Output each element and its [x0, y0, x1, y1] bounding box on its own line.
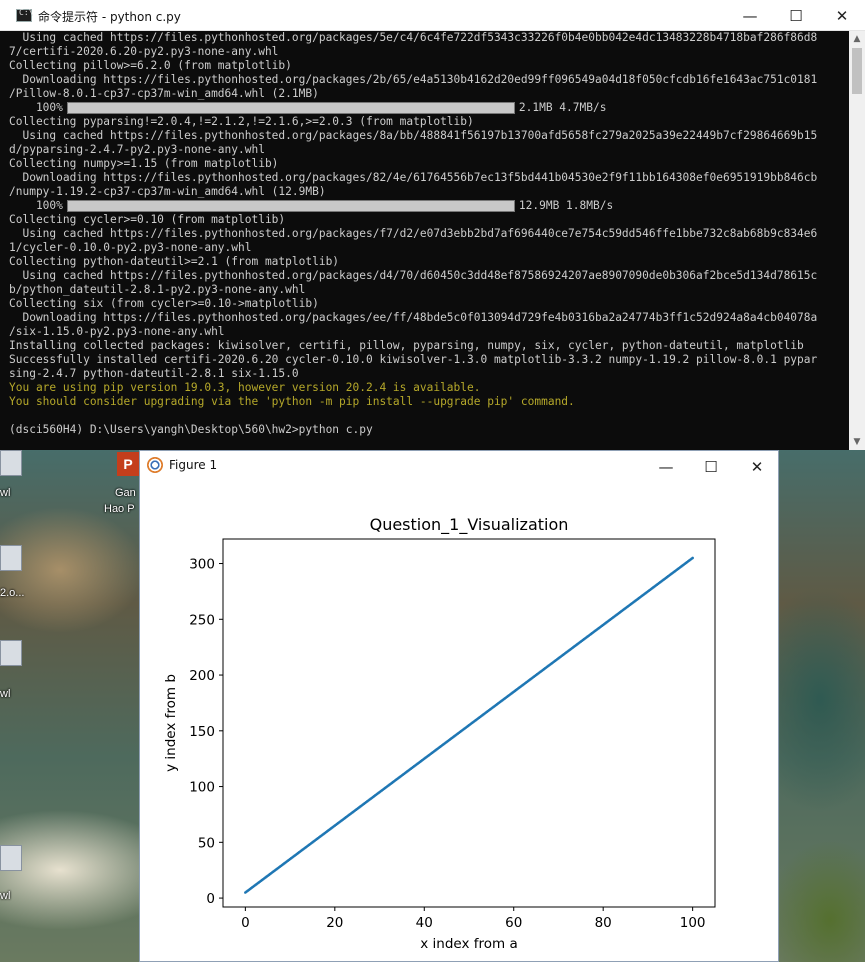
console-line: Collecting pillow>=6.2.0 (from matplotli…: [9, 59, 292, 72]
console-line: d/pyparsing-2.4.7-py2.py3-none-any.whl: [9, 143, 265, 156]
console-line: Downloading https://files.pythonhosted.o…: [9, 171, 818, 184]
figure-window-title: Figure 1: [169, 458, 218, 472]
console-line: Using cached https://files.pythonhosted.…: [9, 227, 818, 240]
y-tick-label: 50: [198, 835, 215, 851]
console-line: /six-1.15.0-py2.py3-none-any.whl: [9, 325, 225, 338]
scrollbar-thumb[interactable]: [852, 48, 862, 94]
console-line: [9, 409, 849, 423]
desktop-icon-label: Gan: [115, 487, 136, 499]
console-line: Downloading https://files.pythonhosted.o…: [9, 73, 818, 86]
console-line: Collecting six (from cycler>=0.10->matpl…: [9, 297, 319, 310]
console-progress-line: 100% 2.1MB 4.7MB/s: [9, 101, 849, 115]
console-line: /Pillow-8.0.1-cp37-cp37m-win_amd64.whl (…: [9, 87, 319, 100]
file-icon[interactable]: [0, 545, 22, 571]
progress-percent: 100%: [9, 199, 63, 212]
y-tick-label: 150: [189, 724, 215, 740]
y-tick-label: 100: [189, 780, 215, 796]
matplotlib-logo-icon: [147, 457, 163, 473]
x-tick-label: 80: [595, 915, 612, 931]
maximize-button[interactable]: ☐: [704, 457, 718, 476]
console-line: /numpy-1.19.2-cp37-cp37m-win_amd64.whl (…: [9, 185, 326, 198]
chart-title: Question_1_Visualization: [370, 515, 569, 535]
console-line: Collecting cycler>=0.10 (from matplotlib…: [9, 213, 286, 226]
console-output[interactable]: Using cached https://files.pythonhosted.…: [9, 31, 849, 450]
desktop-icon-label: wl: [0, 487, 11, 499]
console-titlebar[interactable]: C:\ 命令提示符 - python c.py — ☐ ✕: [0, 0, 865, 31]
x-tick-label: 20: [326, 915, 343, 931]
desktop-icon-label: wl: [0, 890, 11, 902]
y-tick-label: 300: [189, 557, 215, 573]
console-scrollbar[interactable]: ▲ ▼: [849, 31, 865, 450]
desktop-icon-label: 2.o...: [0, 587, 25, 599]
y-tick-label: 0: [206, 891, 215, 907]
progress-bar: [66, 102, 515, 114]
x-tick-label: 40: [416, 915, 433, 931]
console-line: 1/cycler-0.10.0-py2.py3-none-any.whl: [9, 241, 252, 254]
console-line: Successfully installed certifi-2020.6.20…: [9, 353, 818, 366]
file-icon[interactable]: [0, 845, 22, 871]
matplotlib-figure-window[interactable]: Figure 1 — ☐ ✕ Question_1_Visualization …: [139, 450, 779, 962]
desktop-icon-label: Hao P: [104, 503, 135, 515]
data-point: [691, 556, 694, 560]
console-line: Collecting python-dateutil>=2.1 (from ma…: [9, 255, 340, 268]
console-progress-line: 100% 12.9MB 1.8MB/s: [9, 199, 849, 213]
x-tick-label: 60: [505, 915, 522, 931]
scroll-down-icon[interactable]: ▼: [853, 437, 861, 447]
console-window-title: 命令提示符 - python c.py: [38, 10, 181, 24]
progress-percent: 100%: [9, 101, 63, 114]
console-line: Collecting pyparsing!=2.0.4,!=2.1.2,!=2.…: [9, 115, 474, 128]
command-prompt-window[interactable]: C:\ 命令提示符 - python c.py — ☐ ✕ Using cach…: [0, 0, 865, 450]
console-line: You are using pip version 19.0.3, howeve…: [9, 381, 481, 394]
console-line: 7/certifi-2020.6.20-py2.py3-none-any.whl: [9, 45, 279, 58]
y-tick-label: 250: [189, 612, 215, 628]
figure-titlebar[interactable]: Figure 1 — ☐ ✕: [140, 451, 778, 481]
close-button[interactable]: ✕: [750, 457, 764, 476]
console-line: b/python_dateutil-2.8.1-py2.py3-none-any…: [9, 283, 306, 296]
file-icon[interactable]: [0, 640, 22, 666]
powerpoint-icon[interactable]: P: [117, 452, 139, 476]
progress-stats: 12.9MB 1.8MB/s: [518, 199, 614, 212]
minimize-button[interactable]: —: [742, 6, 758, 25]
file-icon[interactable]: [0, 450, 22, 476]
close-button[interactable]: ✕: [835, 6, 849, 25]
minimize-button[interactable]: —: [658, 457, 674, 476]
plot-area: [222, 538, 716, 908]
console-line: Installing collected packages: kiwisolve…: [9, 339, 804, 352]
x-axis-label: x index from a: [420, 936, 518, 952]
console-line: sing-2.4.7 python-dateutil-2.8.1 six-1.1…: [9, 367, 299, 380]
desktop-icon-label: wl: [0, 688, 11, 700]
console-line: Using cached https://files.pythonhosted.…: [9, 31, 818, 44]
console-line: Using cached https://files.pythonhosted.…: [9, 269, 818, 282]
console-line: Using cached https://files.pythonhosted.…: [9, 129, 818, 142]
x-tick-label: 0: [241, 915, 250, 931]
command-prompt-icon: C:\: [16, 8, 33, 22]
x-tick-label: 100: [680, 915, 706, 931]
y-axis-label: y index from b: [163, 674, 179, 772]
progress-bar: [66, 200, 515, 212]
scatter-chart: Question_1_Visualization x index from a …: [163, 515, 716, 952]
console-line: You should consider upgrading via the 'p…: [9, 395, 575, 408]
y-tick-label: 200: [189, 668, 215, 684]
maximize-button[interactable]: ☐: [789, 6, 803, 25]
scroll-up-icon[interactable]: ▲: [853, 34, 861, 44]
console-line: Downloading https://files.pythonhosted.o…: [9, 311, 818, 324]
console-line: Collecting numpy>=1.15 (from matplotlib): [9, 157, 279, 170]
console-line: (dsci560H4) D:\Users\yangh\Desktop\560\h…: [9, 423, 373, 436]
progress-stats: 2.1MB 4.7MB/s: [518, 101, 607, 114]
